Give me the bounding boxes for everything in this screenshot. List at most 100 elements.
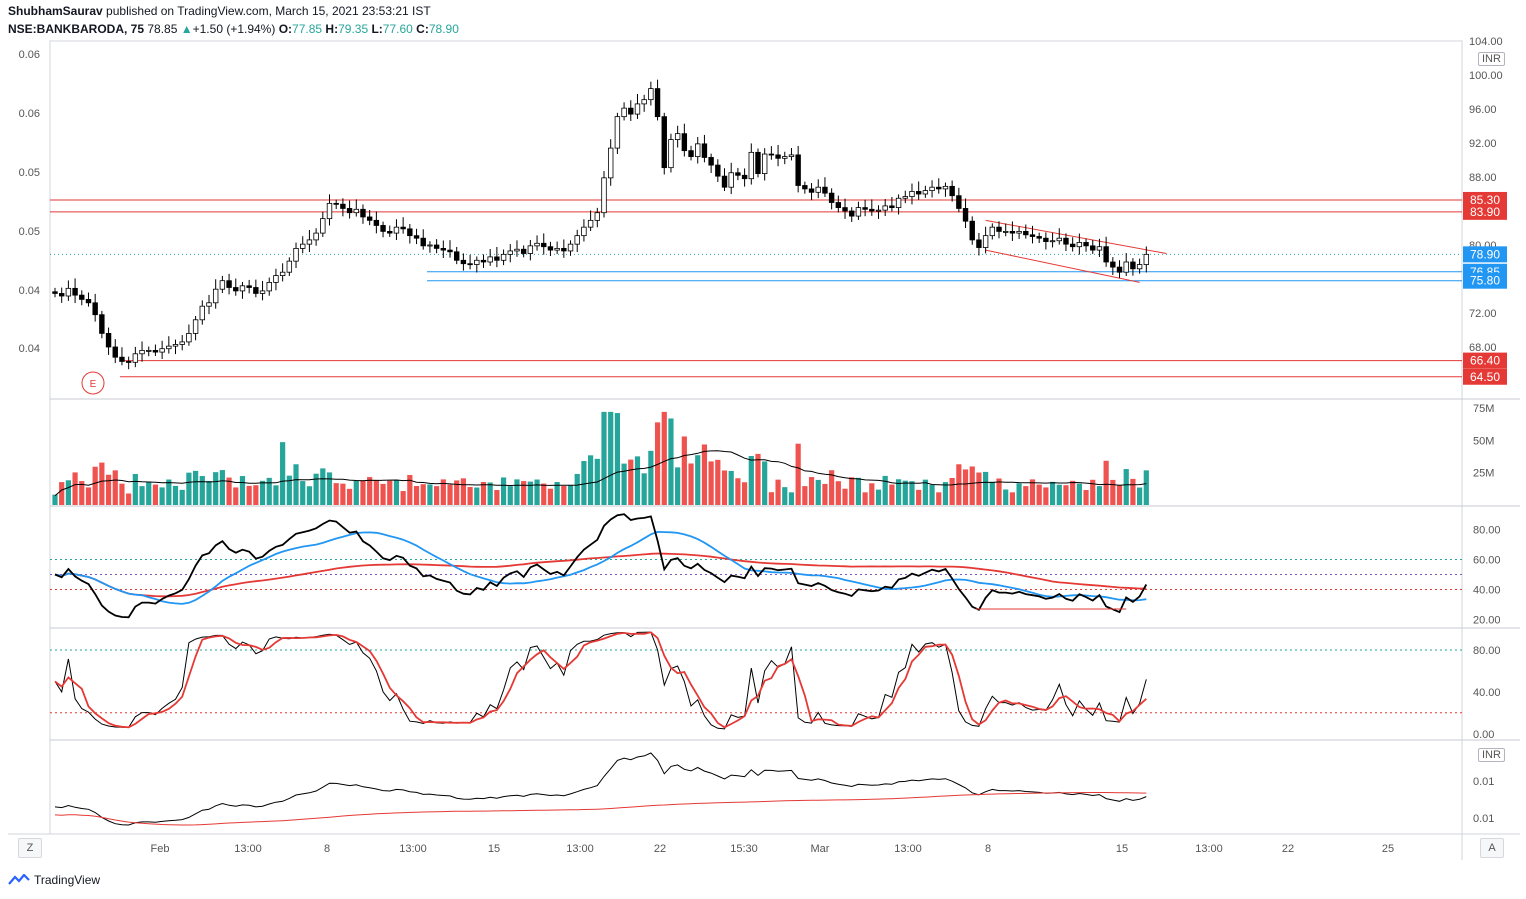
candle-body	[849, 210, 855, 217]
candle-body	[802, 185, 808, 190]
volume-bar	[514, 479, 520, 505]
publisher-name[interactable]: ShubhamSaurav	[8, 4, 103, 18]
price-label-tag	[1463, 352, 1507, 369]
candle-body	[366, 216, 373, 221]
volume-bar	[547, 488, 554, 505]
candle-body	[1110, 261, 1116, 268]
candle-body	[614, 116, 621, 149]
volume-bar	[59, 482, 65, 505]
candle-body	[748, 151, 754, 180]
candle-body	[982, 235, 989, 248]
volume-bar	[621, 463, 627, 505]
candle-body	[862, 207, 868, 210]
auto-scale-button[interactable]: A	[1480, 838, 1504, 858]
candle-body	[212, 288, 219, 304]
time-axis-label: 13:00	[1195, 843, 1223, 855]
volume-bar	[1023, 486, 1029, 505]
volume-bar	[849, 477, 855, 505]
symbol-label[interactable]: NSE:BANKBARODA, 75	[8, 22, 145, 36]
candle-body	[1063, 237, 1069, 245]
candle-body	[1076, 242, 1083, 248]
candle-body	[741, 174, 748, 180]
published-text: published on TradingView.com, March 15, …	[106, 4, 431, 18]
candle-body	[721, 175, 728, 188]
candle-body	[875, 209, 882, 212]
volume-bar	[534, 479, 540, 505]
candle-body	[962, 208, 969, 222]
candle-body	[293, 247, 299, 262]
candle-body	[976, 239, 982, 248]
low-value: 77.60	[382, 22, 413, 36]
candle-body	[601, 177, 607, 214]
candle-body	[166, 345, 172, 350]
volume-bar	[92, 466, 98, 505]
currency-badge: INR	[1478, 52, 1505, 66]
price-tick-label: 68.00	[1469, 342, 1497, 354]
volume-bar	[1137, 487, 1143, 505]
candle-body	[1103, 246, 1109, 263]
price-label-text: 75.80	[1470, 274, 1500, 288]
candle-body	[942, 185, 949, 190]
volume-bar	[199, 476, 205, 505]
candle-body	[353, 208, 359, 214]
volume-bar	[413, 485, 420, 505]
time-axis-label: 13:00	[566, 843, 594, 855]
relative-tick-label: 0.01	[1473, 776, 1494, 788]
candle-body	[969, 220, 975, 241]
candle-body	[581, 226, 587, 237]
volume-bar	[768, 492, 774, 505]
volume-bar	[882, 475, 888, 505]
rsi-tick-label: 80.00	[1473, 525, 1501, 537]
volume-bar	[233, 487, 239, 505]
volume-bar	[675, 467, 681, 505]
volume-bar	[266, 477, 272, 505]
candle-body	[346, 208, 353, 214]
price-tick-label: 72.00	[1469, 308, 1497, 320]
stoch-tick-label: 80.00	[1473, 645, 1501, 657]
volume-bar	[748, 455, 754, 505]
candle-body	[266, 281, 272, 292]
candle-body	[460, 259, 467, 265]
time-axis-label: 22	[1282, 843, 1294, 855]
candle-body	[313, 232, 319, 241]
volume-bar	[1123, 469, 1129, 505]
candle-body	[246, 285, 252, 288]
volume-bar	[367, 477, 373, 505]
volume-bar	[956, 464, 962, 505]
stoch-tick-label: 40.00	[1473, 687, 1501, 699]
candle-body	[132, 353, 139, 363]
candle-body	[400, 226, 406, 230]
tradingview-logo-icon	[8, 874, 30, 885]
volume-bar	[1009, 492, 1016, 505]
volume-bar	[326, 472, 333, 505]
volume-bar	[166, 479, 172, 505]
candle-body	[634, 103, 641, 115]
price-label-text: 83.90	[1470, 205, 1500, 219]
channel-upper-line	[985, 219, 1167, 254]
volume-bar	[226, 477, 232, 505]
volume-bar	[246, 485, 252, 505]
zoom-button[interactable]: Z	[18, 838, 42, 858]
candle-body	[1036, 236, 1042, 239]
candle-body	[427, 244, 433, 247]
candle-body	[467, 263, 473, 266]
volume-bar	[628, 459, 634, 505]
candle-body	[433, 244, 440, 249]
volume-bar	[1056, 484, 1062, 505]
volume-bar	[916, 489, 922, 505]
time-axis-label: 22	[654, 843, 666, 855]
candle-body	[1043, 237, 1049, 242]
volume-bar	[474, 487, 480, 505]
close-value: 78.90	[428, 22, 459, 36]
volume-bar	[139, 486, 145, 505]
price-label-tag	[1463, 272, 1507, 289]
candle-body	[768, 153, 775, 156]
volume-bar	[909, 481, 915, 505]
price-change: +1.50 (+1.94%)	[192, 22, 276, 36]
candle-body	[192, 319, 199, 334]
relative-strength-ma-line	[54, 792, 1147, 826]
rsi-ma-line	[54, 530, 1147, 605]
candle-body	[547, 246, 554, 251]
volume-bar	[152, 484, 159, 505]
